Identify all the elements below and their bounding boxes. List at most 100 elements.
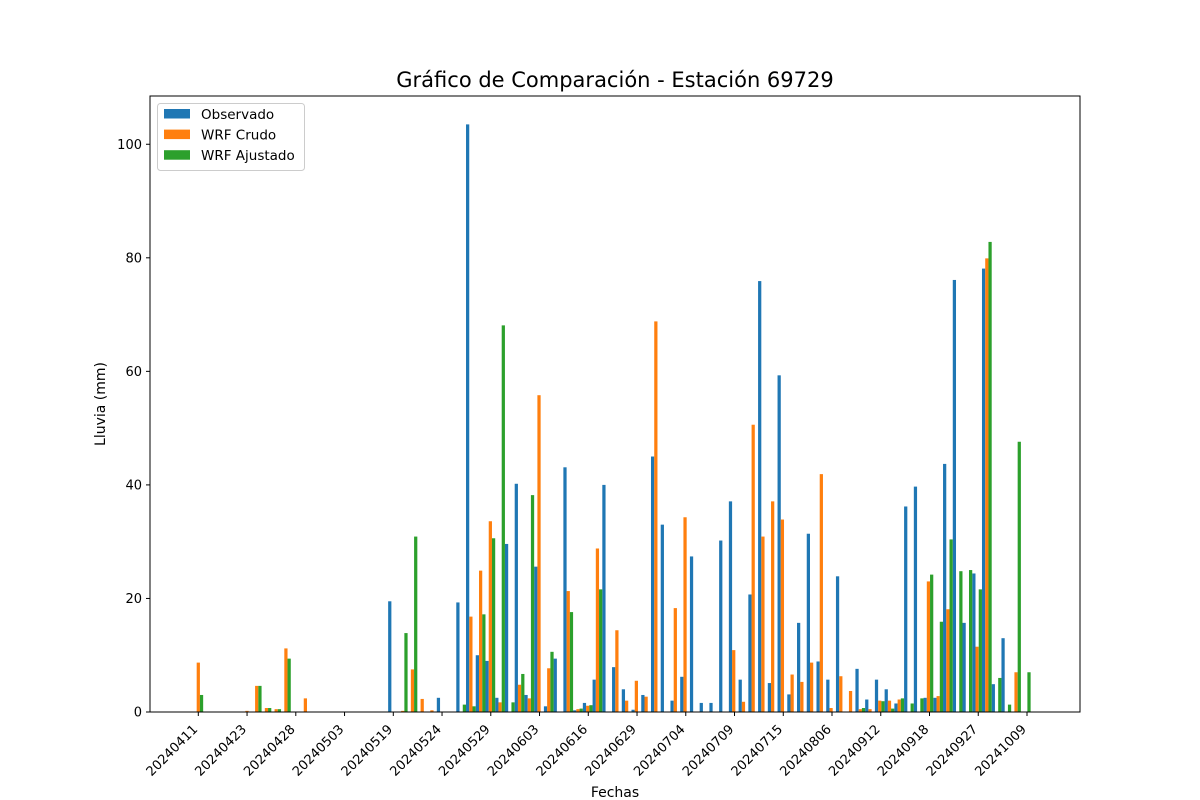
bar-wrf-crudo-36 <box>547 668 551 712</box>
bar-wrf-crudo-23 <box>420 698 424 712</box>
bar-wrf-crudo-61 <box>790 674 794 712</box>
bar-wrf-ajustado-39 <box>579 708 583 712</box>
bar-wrf-crudo-81 <box>985 258 989 712</box>
bar-observado-40 <box>582 702 587 712</box>
bar-wrf-ajustado-74 <box>920 698 924 712</box>
bar-observado-54 <box>719 540 723 712</box>
bar-wrf-crudo-66 <box>839 676 843 712</box>
bar-observado-77 <box>943 463 947 712</box>
bar-wrf-ajustado-40 <box>589 705 593 712</box>
bar-wrf-ajustado-73 <box>910 703 914 712</box>
bar-observado-46 <box>641 694 645 712</box>
bar-wrf-ajustado-80 <box>978 589 982 712</box>
bar-observado-27 <box>456 602 460 712</box>
bar-wrf-crudo-35 <box>537 395 541 712</box>
bar-wrf-ajustado-83 <box>1007 704 1012 712</box>
bar-wrf-crudo-39 <box>576 709 580 712</box>
bar-wrf-crudo-41 <box>595 548 600 712</box>
bar-observado-20 <box>388 601 392 712</box>
legend-label: Observado <box>201 107 274 123</box>
bar-observado-79 <box>962 622 966 712</box>
bar-observado-70 <box>874 679 879 712</box>
x-tick-label: 20240918 <box>875 722 932 779</box>
x-tick-label: 20241009 <box>972 722 1029 779</box>
bar-observado-33 <box>514 483 518 712</box>
bar-observado-41 <box>592 679 596 712</box>
bar-wrf-crudo-49 <box>673 608 677 712</box>
bar-wrf-crudo-6 <box>255 685 259 712</box>
bar-observado-66 <box>835 576 840 712</box>
bar-observado-43 <box>612 667 616 712</box>
bar-wrf-ajustado-6 <box>258 685 262 712</box>
bar-wrf-crudo-21 <box>401 710 405 712</box>
bar-wrf-ajustado-27 <box>462 704 466 712</box>
x-tick-label: 20240616 <box>534 722 591 779</box>
bar-observado-51 <box>689 556 694 712</box>
legend-swatch <box>164 150 190 160</box>
bar-wrf-ajustado-33 <box>521 673 525 712</box>
bar-observado-35 <box>534 566 538 712</box>
bar-observado-74 <box>913 486 918 712</box>
y-tick-label: 60 <box>125 365 142 380</box>
bar-observado-68 <box>855 668 859 712</box>
bar-observado-32 <box>504 543 509 712</box>
x-tick-label: 20240709 <box>680 722 737 779</box>
x-tick-label: 20240704 <box>631 722 688 779</box>
bar-observado-39 <box>573 710 577 712</box>
bar-wrf-crudo-72 <box>897 699 901 712</box>
bar-observado-60 <box>777 375 781 712</box>
bar-observado-37 <box>553 658 557 712</box>
bar-observado-31 <box>495 697 499 712</box>
bar-observado-62 <box>797 622 801 712</box>
bar-wrf-crudo-29 <box>479 570 483 712</box>
bar-wrf-crudo-80 <box>975 646 979 712</box>
bar-wrf-crudo-75 <box>926 581 931 712</box>
bar-wrf-crudo-64 <box>819 474 823 712</box>
chart-title: Gráfico de Comparación - Estación 69729 <box>396 68 833 92</box>
bar-wrf-crudo-62 <box>800 681 804 712</box>
x-tick-label: 20240927 <box>924 722 981 779</box>
legend: Observado WRF Crudo WRF Ajustado <box>157 103 305 171</box>
bar-wrf-ajustado-8 <box>277 709 282 712</box>
bar-observado-63 <box>806 533 810 712</box>
bar-observado-36 <box>543 706 548 712</box>
bar-wrf-crudo-68 <box>858 709 862 712</box>
bar-wrf-ajustado-84 <box>1017 441 1021 712</box>
bar-observado-42 <box>602 484 606 712</box>
bar-wrf-ajustado-9 <box>287 658 291 712</box>
legend-swatch <box>164 129 190 140</box>
bar-observado-69 <box>865 699 869 712</box>
bar-wrf-crudo-46 <box>644 696 648 712</box>
bar-observado-83 <box>1001 638 1005 712</box>
bar-wrf-ajustado-21 <box>404 633 408 712</box>
bar-wrf-crudo-45 <box>634 680 638 712</box>
bar-wrf-ajustado-72 <box>900 698 905 712</box>
bar-wrf-crudo-58 <box>761 536 765 712</box>
bar-wrf-ajustado-76 <box>939 621 944 712</box>
y-tick-label: 20 <box>125 592 142 607</box>
bar-wrf-crudo-24 <box>430 710 434 712</box>
bar-wrf-ajustado-71 <box>891 708 895 712</box>
x-tick-label: 20240428 <box>241 722 298 779</box>
bar-wrf-ajustado-29 <box>482 614 486 712</box>
bar-observado-45 <box>631 709 635 712</box>
x-tick-label: 20240411 <box>144 722 201 779</box>
bar-wrf-crudo-33 <box>517 684 522 712</box>
bar-wrf-crudo-43 <box>615 630 619 712</box>
x-tick-label: 20240912 <box>826 722 883 779</box>
y-tick-label: 80 <box>125 251 142 266</box>
bar-wrf-crudo-0 <box>196 662 200 712</box>
bar-observado-49 <box>670 700 674 712</box>
y-axis-label: Lluvia (mm) <box>93 362 109 446</box>
bar-wrf-ajustado-68 <box>861 708 866 712</box>
bar-wrf-ajustado-79 <box>968 570 973 712</box>
bar-observado-38 <box>563 467 567 712</box>
bar-observado-34 <box>524 694 528 712</box>
x-tick-label: 20240603 <box>485 722 542 779</box>
bar-wrf-crudo-65 <box>829 708 833 712</box>
bar-wrf-crudo-56 <box>741 701 746 712</box>
bar-wrf-crudo-76 <box>936 696 940 712</box>
bar-wrf-crudo-67 <box>848 690 853 712</box>
bar-observado-64 <box>816 661 820 712</box>
